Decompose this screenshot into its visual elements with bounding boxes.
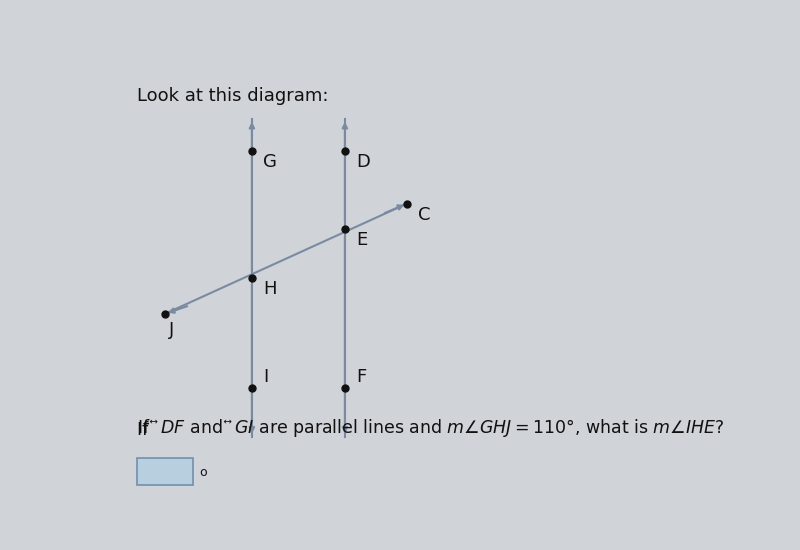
Text: Look at this diagram:: Look at this diagram: xyxy=(138,87,329,105)
Text: G: G xyxy=(263,153,277,171)
Text: E: E xyxy=(356,231,367,249)
Text: C: C xyxy=(418,206,430,224)
Text: o: o xyxy=(199,466,207,479)
Text: If: If xyxy=(138,421,154,439)
Text: I: I xyxy=(263,368,268,386)
Text: J: J xyxy=(169,321,174,339)
Text: If $\overleftrightarrow{DF}$ and $\overleftrightarrow{GI}$ are parallel lines an: If $\overleftrightarrow{DF}$ and $\overl… xyxy=(138,417,725,439)
Text: F: F xyxy=(356,368,366,386)
Text: D: D xyxy=(356,153,370,171)
Text: H: H xyxy=(263,280,277,298)
FancyBboxPatch shape xyxy=(138,458,193,485)
